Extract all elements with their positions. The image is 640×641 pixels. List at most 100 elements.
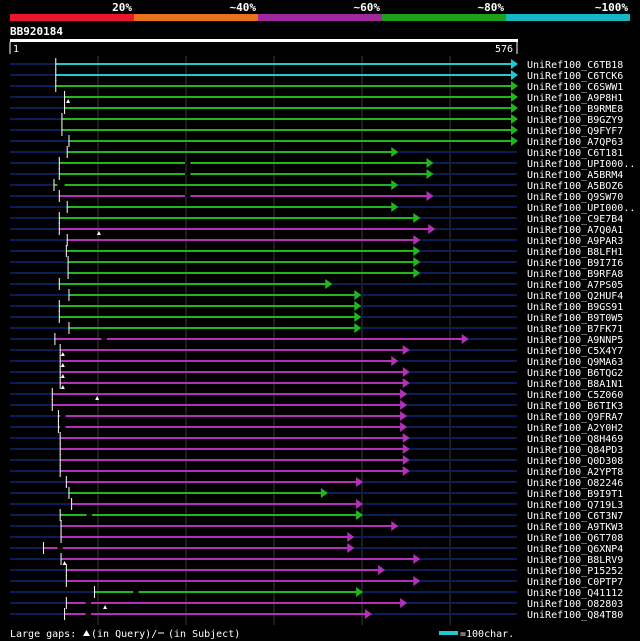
hit-row[interactable]: UniRef100_C5X4Y7: [10, 344, 623, 357]
hit-row[interactable]: UniRef100_Q2HUF4: [10, 289, 623, 302]
hit-label[interactable]: UniRef100_Q9MA63: [527, 357, 623, 368]
hit-row[interactable]: UniRef100_O82803: [10, 597, 623, 610]
hit-label[interactable]: UniRef100_B9RME8: [527, 104, 623, 115]
hit-row[interactable]: UniRef100_Q0D308: [10, 454, 623, 467]
hit-label[interactable]: UniRef100_Q2HUF4: [527, 291, 623, 302]
hit-label[interactable]: UniRef100_A2YPT8: [527, 467, 623, 478]
hit-label[interactable]: UniRef100_C6T181: [527, 148, 623, 159]
hit-row[interactable]: UniRef100_Q84PD3: [10, 443, 623, 456]
hit-label[interactable]: UniRef100_O82246: [527, 478, 623, 489]
hit-label[interactable]: UniRef100_A9PAR3: [527, 236, 623, 247]
hit-row[interactable]: UniRef100_B8LRV9: [10, 553, 623, 566]
hit-row[interactable]: UniRef100_Q719L3: [10, 498, 623, 511]
hit-label[interactable]: UniRef100_B9GS91: [527, 302, 623, 313]
hit-label[interactable]: UniRef100_A7PS05: [527, 280, 623, 291]
hit-row[interactable]: UniRef100_B9I9T1: [10, 487, 623, 500]
hit-row[interactable]: UniRef100_A9NNP5: [10, 333, 623, 346]
hit-label[interactable]: UniRef100_Q9SW70: [527, 192, 623, 203]
hit-row[interactable]: UniRef100_Q84T80: [10, 608, 623, 621]
hit-label[interactable]: UniRef100_A7Q0A1: [527, 225, 623, 236]
hit-label[interactable]: UniRef100_Q0D308: [527, 456, 623, 467]
hit-label[interactable]: UniRef100_Q8H469: [527, 434, 623, 445]
hit-label[interactable]: UniRef100_B6TQG2: [527, 368, 623, 379]
hit-label[interactable]: UniRef100_B9T0W5: [527, 313, 623, 324]
hit-label[interactable]: UniRef100_A9P8H1: [527, 93, 623, 104]
hit-label[interactable]: UniRef100_Q41112: [527, 588, 623, 599]
hit-row[interactable]: UniRef100_A7Q0A1: [10, 223, 623, 236]
hit-label[interactable]: UniRef100_B9I7I6: [527, 258, 623, 269]
hit-label[interactable]: UniRef100_B6TIK3: [527, 401, 623, 412]
hit-row[interactable]: UniRef100_B9GS91: [10, 300, 623, 313]
hit-row[interactable]: UniRef100_C6SWW1: [10, 80, 623, 93]
hit-label[interactable]: UniRef100_Q6T708: [527, 533, 623, 544]
hit-row[interactable]: UniRef100_B9RME8: [10, 102, 623, 115]
hit-label[interactable]: UniRef100_B8LRV9: [527, 555, 623, 566]
hit-label[interactable]: UniRef100_C6TCK6: [527, 71, 623, 82]
hit-label[interactable]: UniRef100_UPI000..: [527, 159, 635, 170]
hit-label[interactable]: UniRef100_C0PTP7: [527, 577, 623, 588]
hit-label[interactable]: UniRef100_B9RFA8: [527, 269, 623, 280]
hit-row[interactable]: UniRef100_A9TKW3: [10, 520, 623, 533]
hit-row[interactable]: UniRef100_P15252: [10, 564, 623, 577]
hit-row[interactable]: UniRef100_Q9MA63: [10, 355, 623, 368]
hit-row[interactable]: UniRef100_C0PTP7: [10, 575, 623, 588]
hit-label[interactable]: UniRef100_A2Y0H2: [527, 423, 623, 434]
hit-label[interactable]: UniRef100_O82803: [527, 599, 623, 610]
hit-row[interactable]: UniRef100_B9I7I6: [10, 256, 623, 269]
hit-label[interactable]: UniRef100_C6TB18: [527, 60, 623, 71]
hit-row[interactable]: UniRef100_B6TIK3: [10, 399, 623, 412]
hit-label[interactable]: UniRef100_Q84PD3: [527, 445, 623, 456]
hit-label[interactable]: UniRef100_A9TKW3: [527, 522, 623, 533]
hit-row[interactable]: UniRef100_Q9FRA7: [10, 410, 623, 423]
hit-label[interactable]: UniRef100_B7FK71: [527, 324, 623, 335]
hit-label[interactable]: UniRef100_C5X4Y7: [527, 346, 623, 357]
hit-label[interactable]: UniRef100_UPI000..: [527, 203, 635, 214]
hit-row[interactable]: UniRef100_C6TB18: [10, 58, 623, 71]
hit-label[interactable]: UniRef100_A5BRM4: [527, 170, 623, 181]
hit-label[interactable]: UniRef100_A7QP63: [527, 137, 623, 148]
hit-row[interactable]: UniRef100_Q8H469: [10, 432, 623, 445]
hit-label[interactable]: UniRef100_B9GZY9: [527, 115, 623, 126]
hit-row[interactable]: UniRef100_A7QP63: [10, 135, 623, 148]
hit-label[interactable]: UniRef100_Q9FRA7: [527, 412, 623, 423]
hit-label[interactable]: UniRef100_Q84T80: [527, 610, 623, 621]
hit-row[interactable]: UniRef100_B6TQG2: [10, 366, 623, 379]
hit-row[interactable]: UniRef100_A5BRM4: [10, 168, 623, 181]
hit-row[interactable]: UniRef100_B8A1N1: [10, 377, 623, 390]
hit-row[interactable]: UniRef100_Q9FYF7: [10, 124, 623, 137]
hit-row[interactable]: UniRef100_A2YPT8: [10, 465, 623, 478]
hit-row[interactable]: UniRef100_B9GZY9: [10, 113, 623, 126]
hit-label[interactable]: UniRef100_B9I9T1: [527, 489, 623, 500]
hit-row[interactable]: UniRef100_A9P8H1: [10, 91, 623, 104]
hit-row[interactable]: UniRef100_A7PS05: [10, 278, 623, 291]
hit-row[interactable]: UniRef100_A9PAR3: [10, 234, 623, 247]
hit-row[interactable]: UniRef100_A5BOZ6: [10, 179, 623, 192]
hit-row[interactable]: UniRef100_C9E7B4: [10, 212, 623, 225]
hit-row[interactable]: UniRef100_C5Z060: [10, 388, 623, 401]
hit-row[interactable]: UniRef100_Q6T708: [10, 531, 623, 544]
hit-label[interactable]: UniRef100_B8LFH1: [527, 247, 623, 258]
hit-row[interactable]: UniRef100_C6T181: [10, 146, 623, 159]
hit-row[interactable]: UniRef100_Q6XNP4: [10, 542, 623, 555]
hit-row[interactable]: UniRef100_B9RFA8: [10, 267, 623, 280]
hit-label[interactable]: UniRef100_C5Z060: [527, 390, 623, 401]
hit-label[interactable]: UniRef100_C6T3N7: [527, 511, 623, 522]
hit-row[interactable]: UniRef100_UPI000..: [10, 201, 635, 214]
hit-row[interactable]: UniRef100_O82246: [10, 476, 623, 489]
hit-label[interactable]: UniRef100_P15252: [527, 566, 623, 577]
hit-label[interactable]: UniRef100_C9E7B4: [527, 214, 623, 225]
hit-row[interactable]: UniRef100_Q9SW70: [10, 190, 623, 203]
hit-row[interactable]: UniRef100_UPI000..: [10, 157, 635, 170]
hit-label[interactable]: UniRef100_Q6XNP4: [527, 544, 623, 555]
hit-row[interactable]: UniRef100_A2Y0H2: [10, 421, 623, 434]
hit-label[interactable]: UniRef100_C6SWW1: [527, 82, 623, 93]
hit-label[interactable]: UniRef100_Q719L3: [527, 500, 623, 511]
hit-label[interactable]: UniRef100_A9NNP5: [527, 335, 623, 346]
hit-row[interactable]: UniRef100_C6T3N7: [10, 509, 623, 522]
hit-row[interactable]: UniRef100_B7FK71: [10, 322, 623, 335]
hit-label[interactable]: UniRef100_B8A1N1: [527, 379, 623, 390]
hit-row[interactable]: UniRef100_B9T0W5: [10, 311, 623, 324]
hit-row[interactable]: UniRef100_C6TCK6: [10, 69, 623, 82]
hit-row[interactable]: UniRef100_Q41112: [10, 586, 623, 599]
hit-row[interactable]: UniRef100_B8LFH1: [10, 245, 623, 258]
